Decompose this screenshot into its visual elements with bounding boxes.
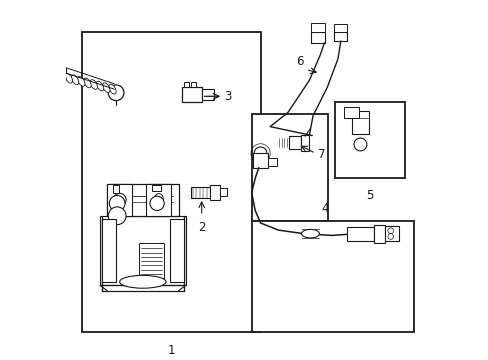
Text: 5: 5 <box>366 189 373 202</box>
Bar <box>300 135 309 150</box>
Bar <box>251 221 413 332</box>
Ellipse shape <box>120 275 166 288</box>
Circle shape <box>254 147 266 160</box>
Ellipse shape <box>90 80 97 89</box>
Bar <box>251 114 327 221</box>
Bar <box>335 102 404 178</box>
Bar <box>82 32 260 332</box>
Bar <box>191 187 217 198</box>
Ellipse shape <box>96 81 103 91</box>
Bar <box>112 185 119 193</box>
Ellipse shape <box>109 195 125 211</box>
Bar <box>169 219 183 282</box>
Bar <box>183 82 188 87</box>
Circle shape <box>113 193 126 206</box>
Bar <box>334 32 346 41</box>
Ellipse shape <box>78 77 85 86</box>
Bar <box>102 219 116 282</box>
Ellipse shape <box>59 72 66 81</box>
Bar <box>253 153 267 168</box>
Circle shape <box>154 194 163 202</box>
Bar <box>210 185 220 200</box>
Ellipse shape <box>65 73 72 83</box>
Text: 4: 4 <box>320 202 328 215</box>
Text: 7: 7 <box>317 148 325 161</box>
Bar <box>344 107 358 118</box>
Circle shape <box>353 138 366 151</box>
Bar <box>267 158 276 166</box>
Bar <box>373 225 384 243</box>
Text: 1: 1 <box>167 344 175 357</box>
Bar <box>384 226 398 242</box>
Ellipse shape <box>109 84 116 94</box>
Bar <box>107 184 132 216</box>
Ellipse shape <box>108 207 126 225</box>
Ellipse shape <box>301 229 319 238</box>
Bar <box>288 136 300 149</box>
Bar <box>351 111 368 134</box>
Ellipse shape <box>102 83 110 93</box>
Text: 2: 2 <box>198 221 205 234</box>
Bar <box>107 184 178 216</box>
Bar <box>310 32 324 43</box>
Bar <box>346 226 373 241</box>
Bar <box>220 188 226 196</box>
Bar <box>146 184 171 216</box>
Ellipse shape <box>150 196 164 211</box>
Bar <box>191 82 196 87</box>
Bar <box>201 89 214 100</box>
Bar <box>182 87 201 102</box>
Text: 3: 3 <box>224 90 231 103</box>
Ellipse shape <box>71 75 79 85</box>
Bar <box>310 23 324 32</box>
Circle shape <box>108 85 123 100</box>
Text: 6: 6 <box>296 55 304 68</box>
Bar <box>334 24 346 32</box>
Bar <box>139 243 164 278</box>
Bar <box>151 185 161 191</box>
Ellipse shape <box>84 78 91 88</box>
